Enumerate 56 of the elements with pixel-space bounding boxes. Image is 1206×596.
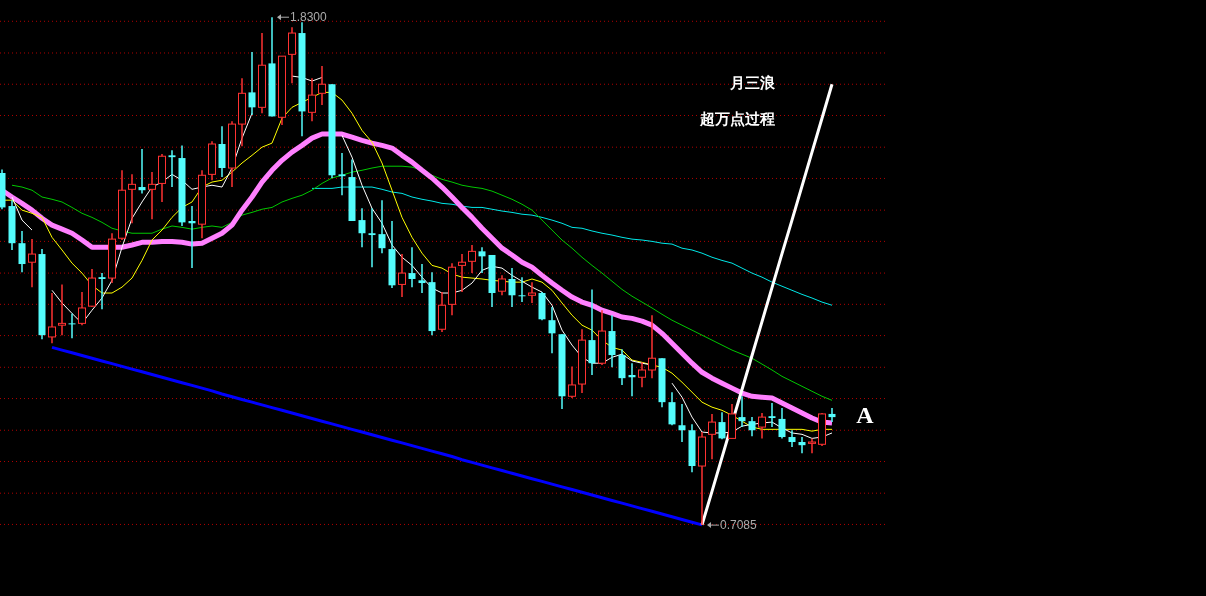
candlestick bbox=[138, 148, 146, 195]
candlestick bbox=[618, 348, 626, 386]
candlestick bbox=[218, 125, 226, 178]
candlestick bbox=[708, 413, 716, 460]
candlestick bbox=[98, 272, 106, 311]
candlestick bbox=[748, 416, 756, 437]
candlestick bbox=[498, 274, 506, 297]
candlestick bbox=[48, 292, 56, 345]
candlestick bbox=[778, 407, 786, 440]
candlestick bbox=[378, 199, 386, 254]
candlestick bbox=[608, 314, 616, 369]
candlestick bbox=[548, 306, 556, 354]
annotation: 1.8300 bbox=[290, 10, 328, 25]
candlestick bbox=[648, 314, 656, 379]
candlestick bbox=[588, 288, 596, 376]
candlestick bbox=[128, 173, 136, 225]
candlestick bbox=[828, 407, 836, 423]
candlestick bbox=[568, 365, 576, 399]
candlestick bbox=[68, 312, 76, 340]
candlestick bbox=[768, 402, 776, 428]
candlestick bbox=[338, 152, 346, 196]
candlestick bbox=[678, 403, 686, 443]
candlestick bbox=[418, 263, 426, 294]
candlestick bbox=[58, 283, 66, 336]
candlestick bbox=[318, 65, 326, 106]
candlestick bbox=[528, 281, 536, 304]
annotation: 月三浪 bbox=[728, 74, 776, 92]
candlestick bbox=[738, 395, 746, 428]
candlestick bbox=[468, 244, 476, 274]
annotation: 0.7085 bbox=[720, 518, 758, 533]
candlestick bbox=[638, 361, 646, 388]
candlestick bbox=[408, 246, 416, 288]
candlestick bbox=[518, 276, 526, 303]
candlestick bbox=[458, 253, 466, 293]
candlestick bbox=[78, 291, 86, 326]
candlestick bbox=[248, 51, 256, 116]
candlestick bbox=[288, 26, 296, 85]
candlestick bbox=[398, 253, 406, 298]
candlestick bbox=[788, 429, 796, 448]
candlestick bbox=[28, 238, 36, 288]
candlestick bbox=[168, 149, 176, 188]
candlestick bbox=[368, 207, 376, 268]
candlestick bbox=[18, 230, 26, 273]
candlestick bbox=[508, 267, 516, 308]
candlestick bbox=[478, 246, 486, 274]
text: A bbox=[856, 402, 875, 428]
candlestick bbox=[308, 77, 316, 123]
candlestick bbox=[718, 411, 726, 441]
candlestick bbox=[668, 391, 676, 427]
candlestick bbox=[808, 437, 816, 455]
annotation: 超万点过程 bbox=[698, 110, 775, 128]
candlestick bbox=[358, 207, 366, 249]
candlestick bbox=[438, 291, 446, 333]
candlestick bbox=[798, 436, 806, 455]
candlestick bbox=[758, 412, 766, 440]
candlestick bbox=[148, 171, 156, 220]
